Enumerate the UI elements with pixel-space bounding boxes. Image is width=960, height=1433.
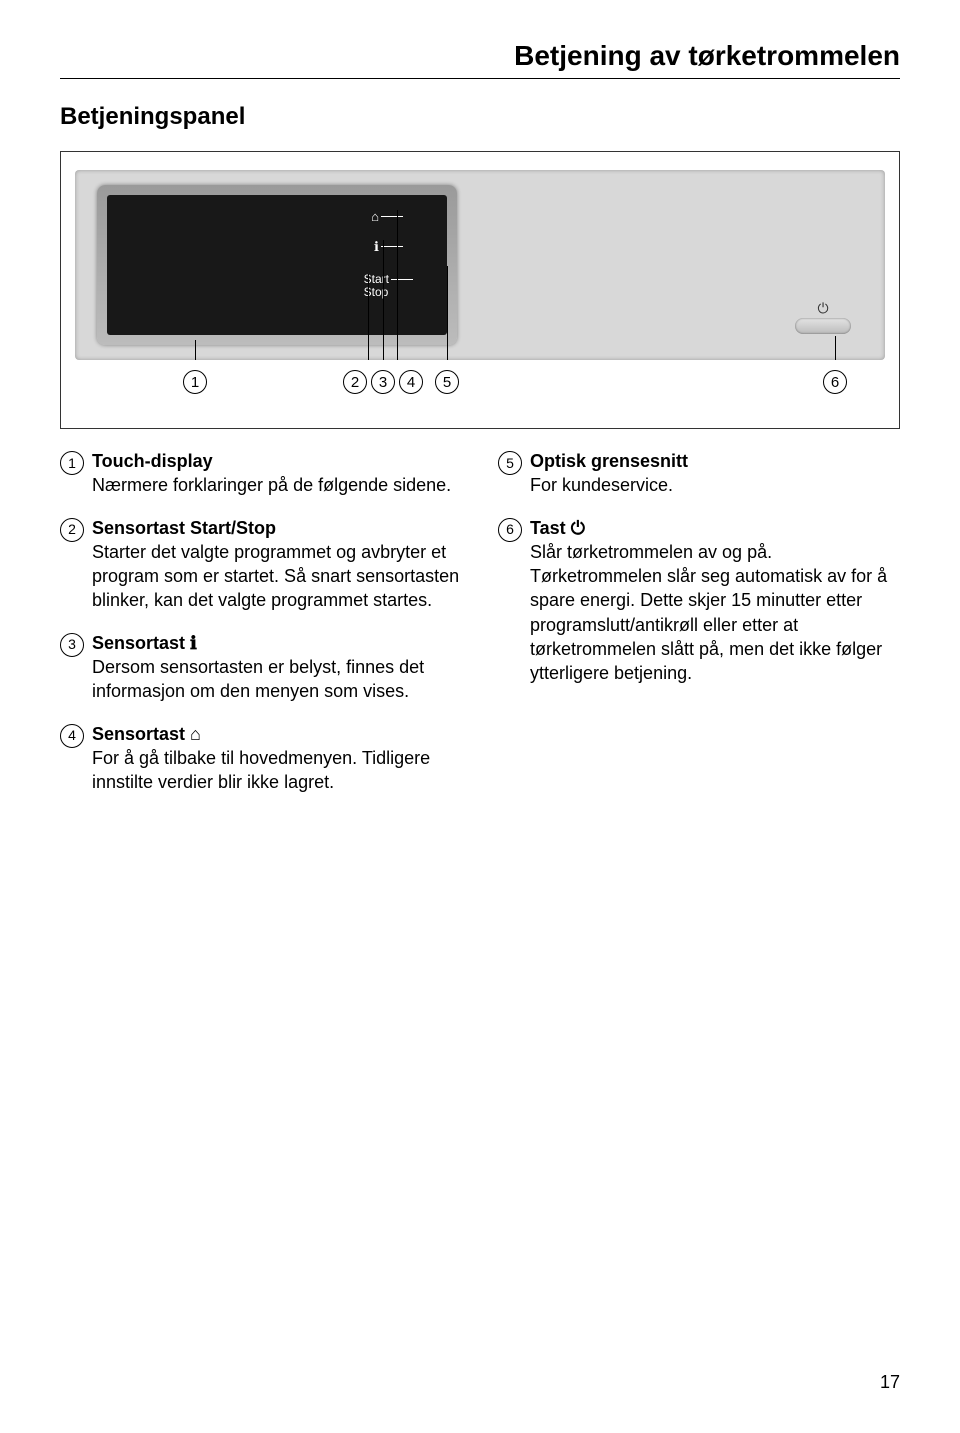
- item-title: Sensortast Start/Stop: [92, 518, 276, 538]
- callout-tick: [368, 274, 369, 360]
- left-column: 1 Touch-display Nærmere forklaringer på …: [60, 449, 462, 813]
- callout-1: 1: [183, 370, 207, 394]
- item-4: 4 Sensortast ⌂ For å gå tilbake til hove…: [60, 722, 462, 795]
- item-number: 5: [498, 451, 522, 475]
- item-body: Starter det valgte programmet og avbryte…: [92, 542, 459, 611]
- item-body: Nærmere forklaringer på de følgende side…: [92, 475, 451, 495]
- page-number: 17: [880, 1372, 900, 1393]
- home-icon[interactable]: ⌂: [371, 209, 379, 224]
- item-6: 6 Tast ⏻ Slår tørketrommelen av og på. T…: [498, 516, 900, 686]
- info-icon[interactable]: ℹ: [374, 239, 379, 255]
- power-button[interactable]: ⏻: [795, 318, 851, 334]
- item-number: 6: [498, 518, 522, 542]
- item-number: 2: [60, 518, 84, 542]
- callout-tick: [383, 240, 384, 360]
- callout-2: 2: [343, 370, 367, 394]
- item-1: 1 Touch-display Nærmere forklaringer på …: [60, 449, 462, 498]
- item-3: 3 Sensortast ℹ Dersom sensortasten er be…: [60, 631, 462, 704]
- callout-tick: [397, 210, 398, 360]
- item-title-prefix: Sensortast: [92, 724, 190, 744]
- description-columns: 1 Touch-display Nærmere forklaringer på …: [60, 449, 900, 813]
- item-5: 5 Optisk grensesnitt For kundeservice.: [498, 449, 900, 498]
- display-bezel: ⌂ ℹ Start Stop: [97, 185, 457, 345]
- callout-numbers: 1 2 3 4 5 6: [75, 370, 885, 410]
- item-body: For kundeservice.: [530, 475, 673, 495]
- item-number: 4: [60, 724, 84, 748]
- item-2: 2 Sensortast Start/Stop Starter det valg…: [60, 516, 462, 613]
- item-title: Touch-display: [92, 451, 213, 471]
- item-body: Dersom sensortasten er belyst, finnes de…: [92, 657, 424, 701]
- item-body: Slår tørketrommelen av og på. Tørketromm…: [530, 542, 887, 683]
- item-number: 1: [60, 451, 84, 475]
- right-column: 5 Optisk grensesnitt For kundeservice. 6…: [498, 449, 900, 813]
- item-title-prefix: Tast: [530, 518, 571, 538]
- callout-tick: [447, 266, 448, 360]
- home-icon: ⌂: [190, 722, 201, 746]
- item-title-prefix: Sensortast: [92, 633, 190, 653]
- callout-tick: [835, 336, 836, 360]
- callout-4: 4: [399, 370, 423, 394]
- callout-5: 5: [435, 370, 459, 394]
- item-body: For å gå tilbake til hovedmenyen. Tidlig…: [92, 748, 430, 792]
- panel-figure: ⌂ ℹ Start Stop ⏻ 1 2 3 4: [60, 151, 900, 429]
- item-number: 3: [60, 633, 84, 657]
- power-icon: ⏻: [571, 516, 585, 540]
- power-pill: [795, 318, 851, 334]
- power-icon: ⏻: [817, 300, 828, 317]
- callout-6: 6: [823, 370, 847, 394]
- item-title: Optisk grensesnitt: [530, 451, 688, 471]
- info-icon: ℹ: [190, 631, 197, 655]
- callout-tick: [195, 340, 196, 360]
- section-title: Betjeningspanel: [60, 103, 900, 131]
- device-panel: ⌂ ℹ Start Stop ⏻: [75, 170, 885, 360]
- touch-display[interactable]: ⌂ ℹ Start Stop: [107, 195, 447, 335]
- callout-3: 3: [371, 370, 395, 394]
- page-title: Betjening av tørketrommelen: [60, 40, 900, 79]
